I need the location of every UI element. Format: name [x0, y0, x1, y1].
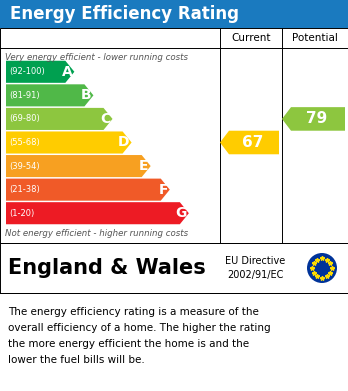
Polygon shape [6, 84, 94, 106]
Bar [0, 28, 348, 243]
Polygon shape [282, 107, 345, 131]
Polygon shape [6, 155, 151, 177]
Text: (55-68): (55-68) [9, 138, 40, 147]
Text: E: E [139, 159, 149, 173]
Text: Very energy efficient - lower running costs: Very energy efficient - lower running co… [5, 52, 188, 61]
Text: overall efficiency of a home. The higher the rating: overall efficiency of a home. The higher… [8, 323, 271, 333]
Text: 2002/91/EC: 2002/91/EC [227, 270, 283, 280]
Text: lower the fuel bills will be.: lower the fuel bills will be. [8, 355, 145, 365]
Bar [0, 0, 348, 28]
Text: D: D [118, 136, 129, 149]
Text: (92-100): (92-100) [9, 67, 45, 76]
Text: Not energy efficient - higher running costs: Not energy efficient - higher running co… [5, 230, 188, 239]
Text: B: B [81, 88, 92, 102]
Polygon shape [6, 61, 74, 83]
Text: G: G [175, 206, 187, 220]
Text: (81-91): (81-91) [9, 91, 40, 100]
Polygon shape [6, 179, 170, 201]
Text: (39-54): (39-54) [9, 161, 40, 170]
Text: the more energy efficient the home is and the: the more energy efficient the home is an… [8, 339, 249, 349]
Text: (1-20): (1-20) [9, 209, 34, 218]
Text: Energy Efficiency Rating: Energy Efficiency Rating [10, 5, 239, 23]
Polygon shape [220, 131, 279, 154]
Bar [0, 243, 348, 293]
Text: C: C [100, 112, 111, 126]
Text: A: A [62, 65, 72, 79]
Text: (69-80): (69-80) [9, 115, 40, 124]
Circle shape [307, 253, 337, 283]
Text: 79: 79 [306, 111, 327, 126]
Text: Current: Current [231, 33, 271, 43]
Text: EU Directive: EU Directive [225, 256, 285, 266]
Polygon shape [6, 202, 189, 224]
Polygon shape [6, 108, 112, 130]
Polygon shape [6, 131, 132, 154]
Text: England & Wales: England & Wales [8, 258, 206, 278]
Text: F: F [158, 183, 168, 197]
Text: 67: 67 [242, 135, 264, 150]
Text: (21-38): (21-38) [9, 185, 40, 194]
Text: Potential: Potential [292, 33, 338, 43]
Text: The energy efficiency rating is a measure of the: The energy efficiency rating is a measur… [8, 307, 259, 317]
